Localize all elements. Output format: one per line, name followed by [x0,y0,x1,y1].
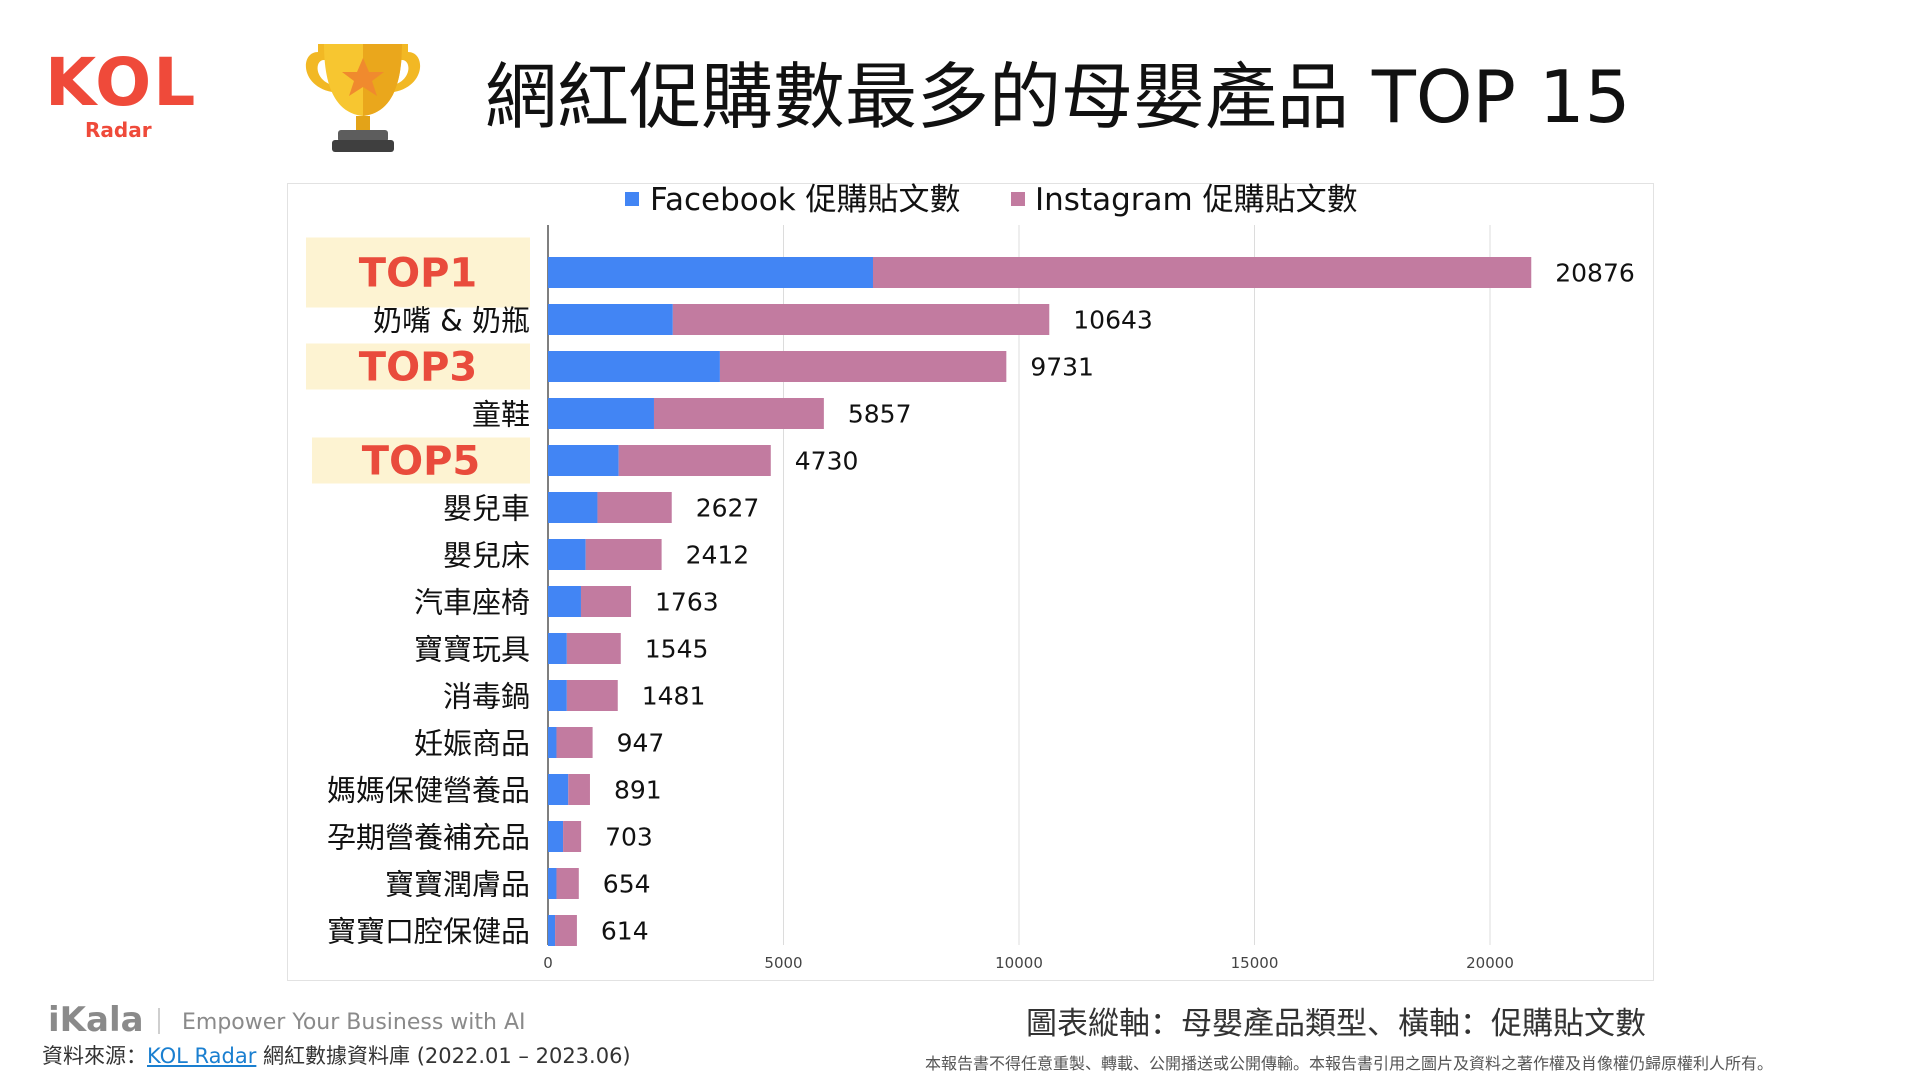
bar-facebook [548,727,557,758]
logo-text: KOL [45,44,198,121]
category-label: 嬰兒床 [443,539,530,573]
bar-facebook [548,633,567,664]
bar-total-label: 654 [603,870,651,899]
category-label: 妊娠商品 [414,727,530,761]
bar-facebook [548,445,619,476]
category-label: 寶寶口腔保健品 [327,915,530,949]
bar-facebook [548,304,673,335]
bar-total-label: 1481 [642,682,706,711]
data-source: 資料來源：KOL Radar 網紅數據資料庫 (2022.01 – 2023.0… [42,1040,631,1070]
x-tick-label: 5000 [764,954,802,972]
chart-frame [287,183,1654,981]
bar-facebook [548,257,873,288]
bar-instagram [618,445,771,476]
category-label: 寶寶潤膚品 [385,868,530,902]
legend-label-instagram: Instagram 促購貼文數 [1035,182,1358,218]
axis-note: 圖表縱軸：母嬰產品類型、橫軸：促購貼文數 [1026,1006,1646,1042]
x-tick-label: 0 [543,954,553,972]
bar-instagram [653,398,824,429]
top-highlight-block [306,343,530,390]
bar-facebook [548,539,586,570]
bar-facebook [548,915,556,946]
bar-total-label: 4730 [795,447,859,476]
bar-total-label: 5857 [848,400,912,429]
category-label: 嬰兒車 [443,492,530,526]
bar-instagram [719,351,1007,382]
kol-radar-link[interactable]: KOL Radar [147,1044,257,1068]
category-label: 媽媽保健營養品 [327,774,530,808]
bar-total-label: 20876 [1555,259,1635,288]
copyright-notice: 本報告書不得任意重製、轉載、公開播送或公開傳輸。本報告書引用之圖片及資料之著作權… [925,1054,1774,1073]
bar-instagram [556,868,579,899]
bar-instagram [580,586,632,617]
source-suffix: 網紅數據資料庫 (2022.01 – 2023.06) [256,1044,631,1068]
bar-total-label: 9731 [1030,353,1094,382]
category-label: 孕期營養補充品 [327,821,530,855]
bar-total-label: 891 [614,776,662,805]
bar-instagram [872,257,1532,288]
top-highlight-block [312,437,530,484]
legend-swatch-facebook [625,192,639,206]
bar-instagram [555,915,577,946]
bar-total-label: 2627 [696,494,760,523]
bar-instagram [585,539,662,570]
bar-facebook [548,868,557,899]
bar-facebook [548,492,598,523]
bar-total-label: 703 [605,823,653,852]
bar-facebook [548,680,567,711]
bar-instagram [566,633,621,664]
footer-divider [158,1008,160,1034]
bar-total-label: 1763 [655,588,719,617]
top-rank-label: TOP5 [362,439,480,485]
category-label: 消毒鍋 [443,680,530,714]
x-tick-label: 10000 [995,954,1043,972]
category-label: 奶嘴 & 奶瓶 [373,304,530,338]
ikala-logo: iKala [48,1000,144,1040]
bar-facebook [548,351,720,382]
footer-tagline: Empower Your Business with AI [182,1010,526,1035]
source-prefix: 資料來源： [42,1044,147,1068]
legend-swatch-instagram [1011,192,1025,206]
bar-total-label: 2412 [686,541,750,570]
bar-facebook [548,398,654,429]
x-tick-label: 15000 [1231,954,1279,972]
bar-total-label: 947 [617,729,665,758]
bar-instagram [563,821,582,852]
category-label: 寶寶玩具 [414,633,530,667]
bar-total-label: 10643 [1073,306,1153,335]
bar-facebook [548,821,564,852]
bar-total-label: 614 [601,917,649,946]
logo-subtext: Radar [85,118,152,142]
top-rank-label: TOP3 [359,345,477,391]
bar-facebook [548,586,581,617]
x-tick-label: 20000 [1466,954,1514,972]
legend-label-facebook: Facebook 促購貼文數 [650,182,961,218]
bar-instagram [672,304,1050,335]
bar-instagram [556,727,593,758]
bar-total-label: 1545 [645,635,709,664]
category-label: 汽車座椅 [414,586,530,620]
page-title: 網紅促購數最多的母嬰產品 TOP 15 [485,55,1631,139]
kol-radar-logo: KOL Radar [45,48,205,143]
bar-instagram [597,492,672,523]
bar-facebook [548,774,569,805]
top-rank-label: TOP1 [359,251,477,297]
bar-instagram [566,680,618,711]
bar-instagram [568,774,590,805]
category-label: 童鞋 [472,398,530,432]
trophy-icon [305,44,421,152]
top-highlight-block [306,237,530,308]
